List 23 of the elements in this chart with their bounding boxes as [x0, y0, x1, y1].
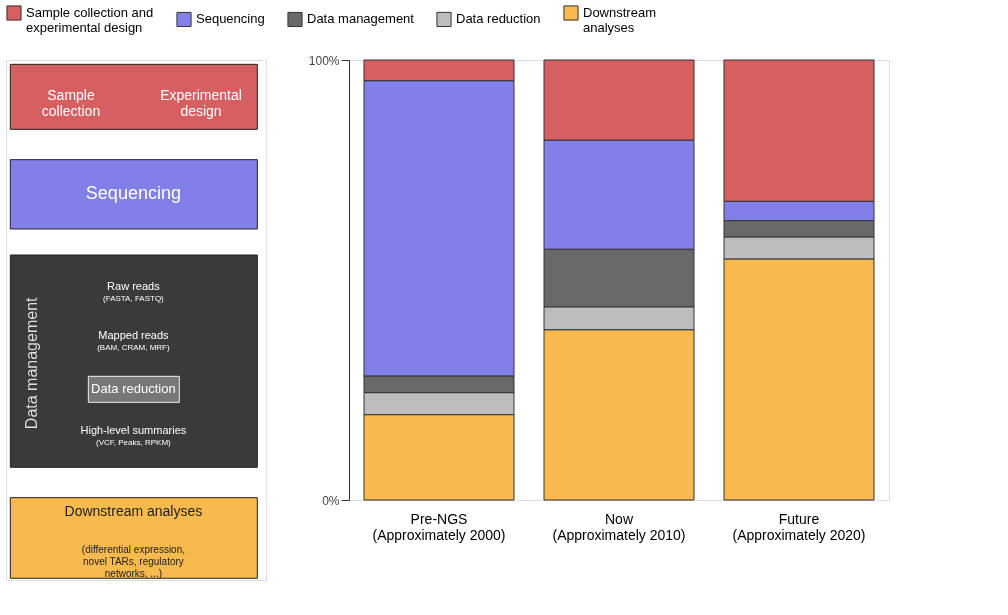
text: Sample collection: [41, 87, 101, 120]
text: Raw reads: [107, 280, 161, 293]
text: (differential expression, novel TARs, regulatory networks, ...): [81, 543, 185, 579]
legend-label: Data reduction: [456, 11, 541, 27]
text: Sequencing: [85, 183, 181, 204]
legend-label: Sample collection and experimental design: [26, 5, 154, 35]
x-tick-label: Now (Approximately 2010): [552, 510, 686, 543]
y-tick-label: 100%: [308, 53, 340, 68]
y-tick-label: 0%: [322, 493, 340, 508]
x-tick-label: Future (Approximately 2020): [732, 510, 866, 543]
text: High-level summaries: [80, 423, 187, 436]
text: (BAM, CRAM, MRF): [97, 342, 170, 352]
legend-label: Data management: [307, 11, 415, 27]
text: Data management: [23, 296, 40, 430]
text: Data reduction: [91, 381, 176, 397]
legend-label: Downstream analyses: [583, 5, 656, 35]
text: (FASTA, FASTQ): [103, 294, 165, 304]
text: Mapped reads: [98, 328, 170, 341]
legend-label: Sequencing: [196, 11, 265, 27]
text: Experimental design: [160, 87, 242, 120]
x-tick-label: Pre-NGS (Approximately 2000): [372, 510, 506, 543]
text: Downstream analyses: [64, 503, 203, 520]
text: (VCF, Peaks, RPKM): [96, 438, 172, 448]
